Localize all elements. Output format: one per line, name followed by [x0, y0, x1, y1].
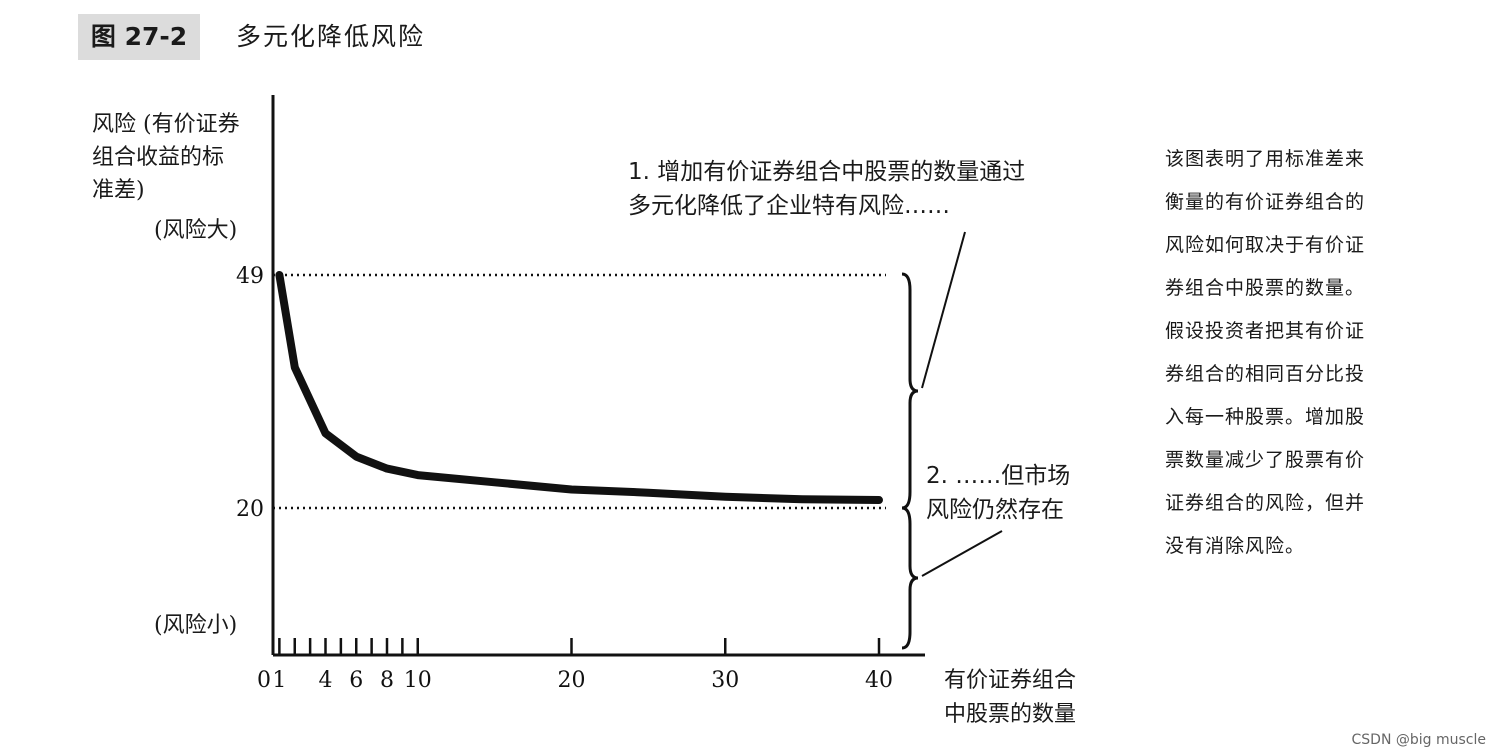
x-tick-label: 1 [272, 668, 286, 693]
y-tick-label: 20 [236, 497, 264, 522]
x-tick-label: 30 [711, 668, 739, 693]
x-tick-label: 40 [865, 668, 893, 693]
pointer-market-risk [921, 530, 1003, 577]
y-axis-label-line: 风险 (有价证券 [92, 112, 240, 137]
x-tick-label: 8 [380, 668, 394, 693]
y-low-risk-label: (风险小) [154, 613, 238, 638]
caption-line: 没有消除风险。 [1165, 535, 1306, 557]
x-axis-label: 有价证券组合 中股票的数量 [944, 664, 1076, 732]
caption-line: 衡量的有价证券组合的 [1165, 191, 1366, 213]
x-tick-label: 10 [404, 668, 432, 693]
annotation-line: 多元化降低了企业特有风险…… [628, 193, 950, 219]
figure-title: 多元化降低风险 [236, 22, 426, 51]
figure-number: 图 27-2 [78, 14, 200, 60]
annotation-specific-risk: 1. 增加有价证券组合中股票的数量通过 多元化降低了企业特有风险…… [628, 155, 1025, 223]
annotation-line: 1. 增加有价证券组合中股票的数量通过 [628, 159, 1026, 185]
x-tick-label: 4 [319, 668, 333, 693]
annotation-line: 风险仍然存在 [926, 497, 1064, 523]
y-axis-label-line: 准差) [92, 178, 145, 203]
x-tick-label: 6 [349, 668, 363, 693]
annotation-line: 2. ……但市场 [926, 463, 1071, 489]
x-axis-label-line: 中股票的数量 [944, 702, 1077, 727]
y-axis-label-line: 组合收益的标 [92, 145, 225, 170]
watermark: CSDN @big muscle [1351, 732, 1486, 748]
y-tick-label: 49 [236, 264, 264, 289]
x-tick-label: 0 [257, 668, 271, 693]
caption-line: 假设投资者把其有价证 [1165, 320, 1366, 342]
caption-line: 券组合的相同百分比投 [1165, 363, 1366, 385]
y-high-risk-label: (风险大) [154, 218, 238, 243]
x-axis-label-line: 有价证券组合 [944, 668, 1077, 693]
pointer-specific-risk [921, 231, 966, 389]
caption-line: 该图表明了用标准差来 [1165, 148, 1366, 170]
annotation-market-risk: 2. ……但市场 风险仍然存在 [926, 459, 1070, 527]
risk-curve [275, 271, 883, 504]
y-axis-label: 风险 (有价证券 组合收益的标 准差) [92, 108, 272, 207]
brace-market-risk [901, 506, 919, 650]
caption-line: 票数量减少了股票有价 [1165, 449, 1366, 471]
figure-caption: 该图表明了用标准差来 衡量的有价证券组合的 风险如何取决于有价证 券组合中股票的… [1165, 138, 1405, 568]
caption-line: 证券组合的风险，但并 [1165, 492, 1366, 514]
caption-line: 风险如何取决于有价证 [1165, 234, 1366, 256]
caption-line: 券组合中股票的数量。 [1165, 277, 1366, 299]
caption-line: 入每一种股票。增加股 [1165, 406, 1366, 428]
brace-specific-risk [901, 272, 919, 510]
x-tick-label: 20 [558, 668, 586, 693]
